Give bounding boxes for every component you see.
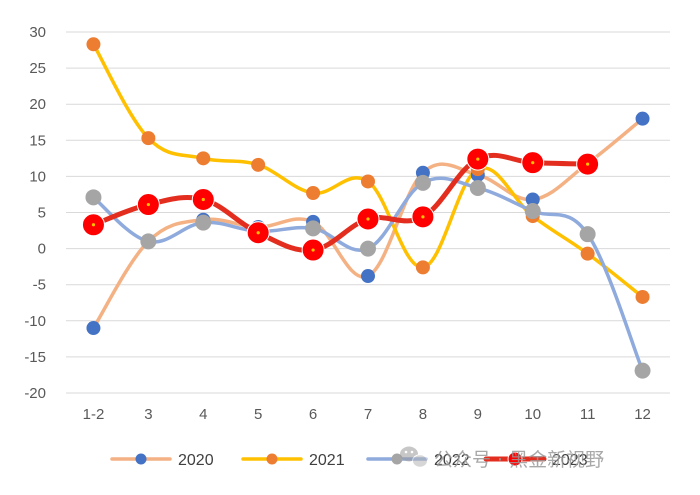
x-tick-label: 10: [524, 406, 541, 423]
data-point-center-2023: [421, 215, 425, 219]
data-point-2020: [525, 192, 540, 207]
data-point-center-2023: [366, 217, 370, 221]
data-point-2022: [360, 240, 376, 257]
x-tick-label: 8: [419, 406, 427, 423]
data-point-center-2023: [311, 248, 315, 252]
data-point-2021: [580, 246, 595, 261]
data-point-2022: [195, 214, 212, 231]
legend-marker-2022: [391, 453, 403, 465]
axes: 30 25 20 15 10 5 0 -5 -10 -15 -20 1-2 3 4 5 6 7 8 9 10 11 12: [24, 24, 651, 423]
data-point-2022: [305, 220, 322, 237]
data-point-2021: [141, 131, 156, 146]
legend-marker-2020: [135, 453, 147, 465]
data-point-center-2023: [146, 202, 150, 207]
y-tick-label: -5: [33, 277, 46, 294]
series-line-2022: [91, 176, 645, 373]
data-point-2020: [86, 321, 101, 336]
x-tick-label: 7: [364, 406, 372, 423]
y-tick-label: 10: [29, 168, 46, 185]
data-point-2021: [251, 157, 266, 172]
y-tick-label: -10: [24, 313, 46, 330]
data-point-2020: [361, 269, 375, 284]
data-point-2022: [524, 203, 541, 220]
data-point-2022: [634, 362, 651, 379]
x-tick-label: 11: [580, 406, 596, 423]
data-point-2022: [414, 174, 431, 191]
legend-label-2021: 2021: [309, 452, 345, 469]
y-tick-label: 20: [29, 96, 46, 113]
y-tick-label: 25: [29, 60, 46, 77]
y-tick-label: 15: [29, 132, 46, 149]
x-tick-label: 3: [144, 406, 152, 423]
data-point-2022: [140, 233, 157, 250]
x-tick-label: 4: [199, 406, 207, 423]
y-tick-label: 30: [29, 24, 46, 41]
y-tick-label: -15: [24, 349, 46, 366]
data-point-2022: [469, 179, 486, 196]
series-line-2023: [90, 152, 591, 253]
series-markers: [81, 37, 651, 379]
data-point-center-2023: [476, 157, 480, 161]
data-point-2021: [86, 37, 101, 52]
y-tick-label: -20: [24, 385, 46, 402]
legend-marker-2023: [507, 451, 523, 467]
data-point-2022: [579, 226, 596, 243]
legend: 2020 2021 2022 2023: [110, 451, 588, 469]
legend-label-2020: 2020: [178, 452, 214, 469]
data-point-center-2023: [531, 161, 535, 165]
data-point-2021: [635, 289, 650, 304]
data-point-center-2023: [201, 197, 205, 202]
x-tick-label: 6: [309, 406, 317, 423]
watermark-text: 公众号 · 黑金新视野: [434, 449, 604, 471]
x-tick-label: 5: [254, 406, 262, 423]
data-point-2021: [306, 186, 321, 201]
legend-label-2023: 2023: [552, 452, 588, 469]
y-tick-label: 0: [38, 241, 46, 258]
watermark: 公众号 · 黑金新视野: [400, 446, 604, 471]
data-point-2021: [361, 174, 375, 189]
data-point-2022: [85, 189, 102, 206]
legend-marker-2021: [266, 453, 278, 465]
y-tick-label: 5: [38, 205, 46, 222]
data-point-2021: [415, 260, 430, 275]
series-line-2021: [91, 42, 645, 299]
series-lines: [90, 42, 645, 373]
x-tick-label: 9: [474, 406, 482, 423]
data-point-2020: [635, 111, 650, 126]
data-point-center-2023: [91, 223, 96, 227]
x-tick-label: 12: [634, 406, 651, 423]
data-point-2021: [196, 151, 211, 166]
x-tick-label: 1-2: [83, 406, 105, 423]
wechat-icon: [400, 446, 428, 468]
data-point-center-2023: [586, 162, 590, 166]
data-point-center-2023: [256, 231, 260, 235]
legend-label-2022: 2022: [434, 452, 470, 469]
